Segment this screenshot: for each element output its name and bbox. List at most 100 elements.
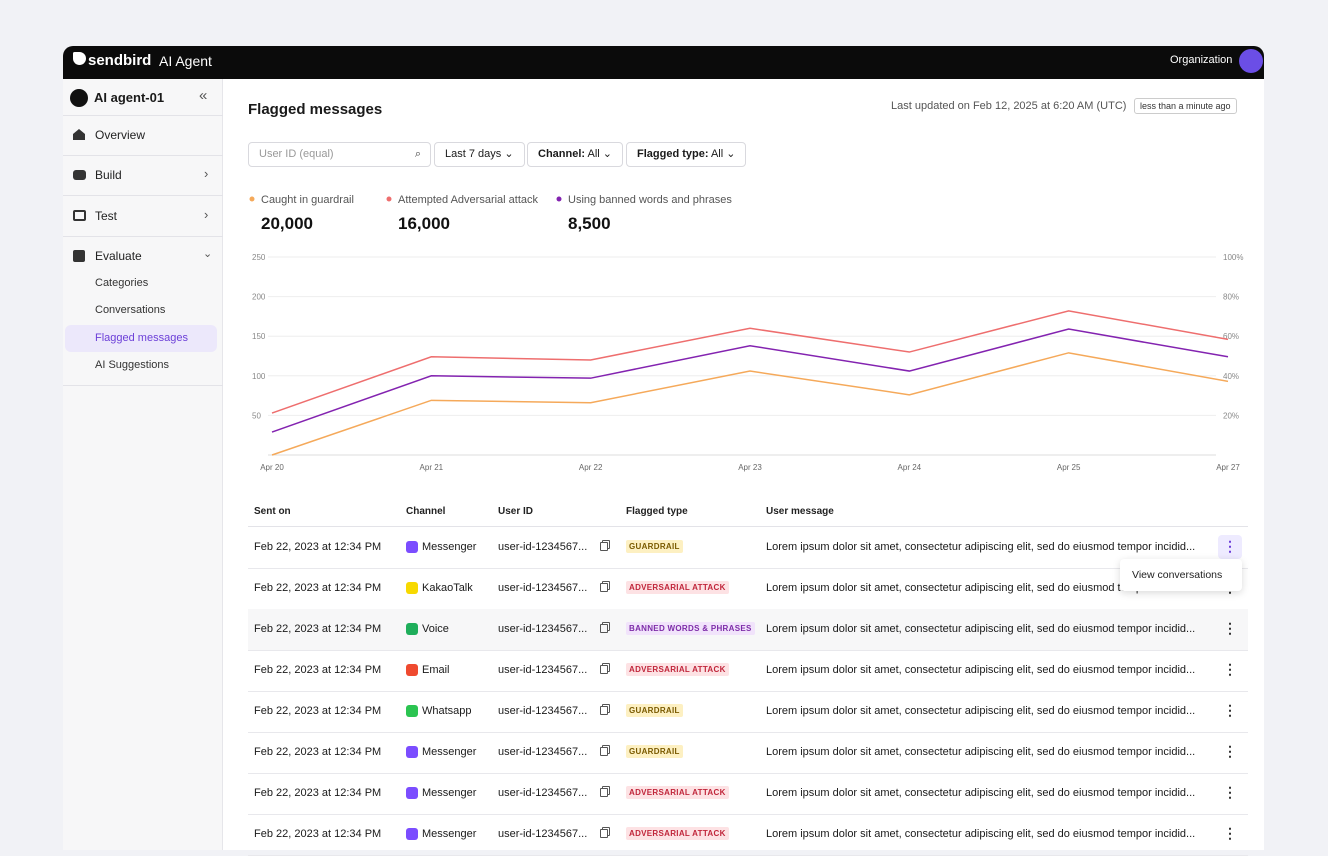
user-message: Lorem ipsum dolor sit amet, consectetur … — [766, 746, 1196, 758]
channel: Email — [422, 664, 450, 676]
channel-icon — [406, 787, 418, 799]
copy-icon[interactable] — [600, 706, 608, 715]
nav-icon — [73, 210, 86, 221]
user-message: Lorem ipsum dolor sit amet, consectetur … — [766, 828, 1196, 840]
kebab-button[interactable]: ⋮ — [1223, 743, 1237, 759]
copy-icon[interactable] — [600, 788, 608, 797]
x-tick-label: Apr 22 — [579, 463, 603, 472]
type-dropdown[interactable]: Flagged type: All ⌄ — [626, 142, 747, 167]
channel-icon — [406, 541, 418, 553]
user-message: Lorem ipsum dolor sit amet, consectetur … — [766, 541, 1196, 553]
sent-on: Feb 22, 2023 at 12:34 PM — [254, 664, 382, 676]
channel: Voice — [422, 623, 449, 635]
copy-icon[interactable] — [600, 747, 608, 756]
avatar[interactable] — [1239, 49, 1263, 73]
user-id: user-id-1234567... — [498, 582, 588, 594]
kebab-button[interactable]: ⋮ — [1223, 620, 1237, 636]
row-divider — [248, 568, 1248, 569]
flag-tag: GUARDRAIL — [626, 745, 683, 758]
channel-icon — [406, 828, 418, 840]
page-title: Flagged messages — [248, 101, 383, 118]
legend-dot — [556, 196, 562, 202]
nav-icon — [73, 129, 85, 140]
y-tick-label: 100 — [252, 372, 266, 381]
kebab-button[interactable]: ⋮ — [1223, 661, 1237, 677]
flag-tag: ADVERSARIAL ATTACK — [626, 786, 729, 799]
sub-nav-item[interactable]: AI Suggestions — [95, 359, 169, 371]
flag-tag: GUARDRAIL — [626, 704, 683, 717]
search-input[interactable]: User ID (equal) ⌕ — [248, 142, 431, 167]
user-id: user-id-1234567... — [498, 541, 588, 553]
channel: Messenger — [422, 541, 477, 553]
y-tick-label: 200 — [252, 293, 266, 302]
series-total: 20,000 — [261, 214, 313, 233]
menu-item[interactable]: View conversations — [1132, 569, 1223, 581]
row-divider — [248, 650, 1248, 651]
divider — [63, 385, 223, 386]
nav-item[interactable]: Evaluate — [95, 249, 142, 263]
chevron: ⌄ — [203, 248, 213, 260]
user-message: Lorem ipsum dolor sit amet, consectetur … — [766, 787, 1196, 799]
agent-name[interactable]: AI agent-01 — [94, 90, 165, 105]
copy-icon[interactable] — [600, 665, 608, 674]
nav-icon — [73, 250, 85, 262]
sent-on: Feb 22, 2023 at 12:34 PM — [254, 787, 382, 799]
period-dropdown[interactable]: Last 7 days ⌄ — [434, 142, 525, 167]
y2-tick-label: 40% — [1223, 372, 1239, 381]
channel-dropdown[interactable]: Channel: All ⌄ — [527, 142, 624, 167]
divider — [63, 236, 223, 237]
agent-icon — [70, 89, 88, 107]
channel-icon — [406, 746, 418, 758]
sent-on: Feb 22, 2023 at 12:34 PM — [254, 746, 382, 758]
flag-tag: ADVERSARIAL ATTACK — [626, 663, 729, 676]
copy-icon[interactable] — [600, 583, 608, 592]
column-header: User message — [766, 506, 834, 517]
nav-item[interactable]: Overview — [95, 128, 146, 142]
column-header: User ID — [498, 506, 534, 517]
kebab-button[interactable]: ⋮ — [1223, 784, 1237, 800]
flag-tag: GUARDRAIL — [626, 540, 683, 553]
brand: sendbird — [88, 52, 152, 69]
x-tick-label: Apr 25 — [1057, 463, 1081, 472]
nav-item[interactable]: Test — [95, 209, 118, 223]
copy-icon[interactable] — [600, 624, 608, 633]
channel-icon — [406, 623, 418, 635]
sent-on: Feb 22, 2023 at 12:34 PM — [254, 828, 382, 840]
org-name[interactable]: Organization — [1170, 54, 1233, 66]
user-id: user-id-1234567... — [498, 787, 588, 799]
column-header: Channel — [406, 506, 446, 517]
copy-icon[interactable] — [600, 542, 608, 551]
x-tick-label: Apr 20 — [260, 463, 284, 472]
kebab-button[interactable]: ⋮ — [1218, 535, 1242, 559]
legend-dot — [386, 196, 392, 202]
y-tick-label: 150 — [252, 332, 266, 341]
nav-item[interactable]: Build — [95, 168, 122, 182]
divider — [63, 115, 223, 116]
product: AI Agent — [159, 53, 212, 69]
copy-icon[interactable] — [600, 829, 608, 838]
chevron: › — [204, 166, 209, 181]
legend-dot — [249, 196, 255, 202]
period-value: Last 7 days — [445, 148, 502, 160]
user-id: user-id-1234567... — [498, 664, 588, 676]
row-divider — [248, 814, 1248, 815]
kebab-button[interactable]: ⋮ — [1223, 825, 1237, 841]
channel-icon — [406, 582, 418, 594]
x-tick-label: Apr 24 — [898, 463, 922, 472]
y2-tick-label: 80% — [1223, 293, 1239, 302]
collapse-button[interactable]: « — [199, 87, 208, 104]
kebab-button[interactable]: ⋮ — [1223, 702, 1237, 718]
sub-nav-item-active[interactable]: Flagged messages — [95, 332, 188, 344]
user-id: user-id-1234567... — [498, 828, 588, 840]
user-id: user-id-1234567... — [498, 705, 588, 717]
column-header: Sent on — [254, 506, 291, 517]
sub-nav-item[interactable]: Categories — [95, 277, 149, 289]
y2-tick-label: 100% — [1223, 253, 1243, 262]
sent-on: Feb 22, 2023 at 12:34 PM — [254, 623, 382, 635]
sub-nav-item[interactable]: Conversations — [95, 304, 166, 316]
context-menu — [1120, 559, 1242, 591]
last-updated: Last updated on Feb 12, 2025 at 6:20 AM … — [891, 100, 1127, 112]
column-header: Flagged type — [626, 506, 688, 517]
sent-on: Feb 22, 2023 at 12:34 PM — [254, 541, 382, 553]
